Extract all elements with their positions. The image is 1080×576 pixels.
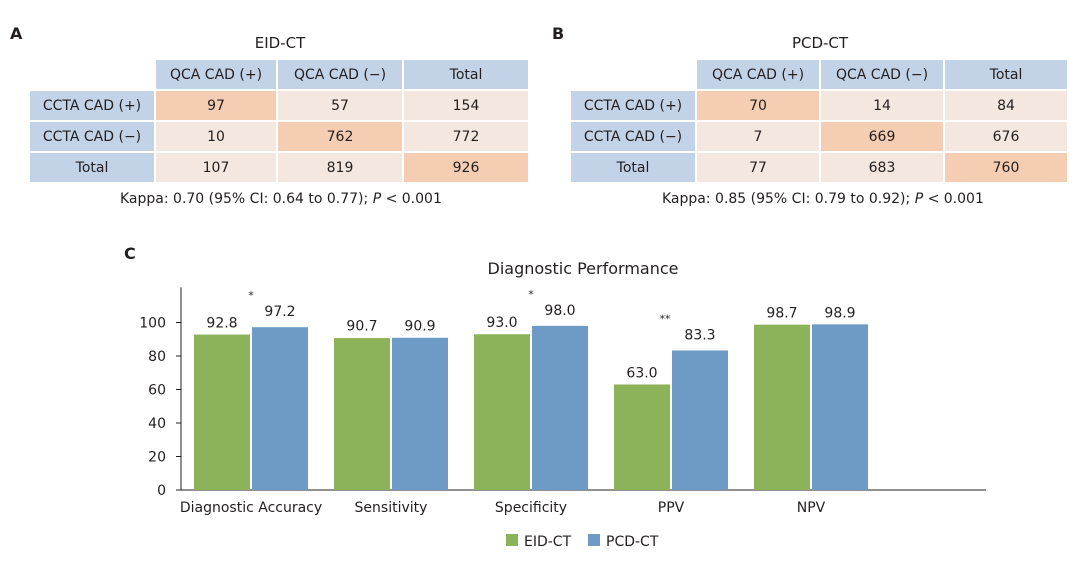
data-label: 83.3 <box>684 327 715 343</box>
panel-b-cell: 669 <box>821 122 943 151</box>
panel-b-cell: 760 <box>945 153 1067 182</box>
y-tick-label: 0 <box>157 483 166 499</box>
data-label: 93.0 <box>486 315 517 331</box>
data-label: 90.9 <box>404 319 435 335</box>
data-label: 98.0 <box>544 303 575 319</box>
panel-a-cell: 97 <box>156 91 276 120</box>
panel-b-letter: B <box>552 24 565 43</box>
bar-pcd-ct <box>672 350 728 490</box>
panel-a-kappa-prefix: Kappa: 0.70 (95% CI: 0.64 to 0.77); <box>120 191 373 207</box>
panel-b-kappa-suffix: < 0.001 <box>923 191 984 207</box>
panel-a-col-header: QCA CAD (+) <box>156 60 276 89</box>
x-category-label: Sensitivity <box>355 500 428 516</box>
panel-a-cell: 107 <box>156 153 276 182</box>
panel-b-row-header: CCTA CAD (+) <box>571 91 695 120</box>
panel-b-cell: 676 <box>945 122 1067 151</box>
panel-b-cell: 77 <box>697 153 819 182</box>
legend-label: PCD-CT <box>606 534 659 550</box>
panel-a-kappa-suffix: < 0.001 <box>381 191 442 207</box>
panel-b-title: PCD-CT <box>791 34 849 52</box>
x-category-label: PPV <box>658 500 685 516</box>
panel-a-title: EID-CT <box>254 34 306 52</box>
significance-marker: * <box>528 288 534 301</box>
legend-swatch <box>588 534 600 546</box>
panel-a-row-header: CCTA CAD (−) <box>30 122 154 151</box>
panel-b-cell: 84 <box>945 91 1067 120</box>
data-label: 98.9 <box>824 305 855 321</box>
panel-a-row-header: CCTA CAD (+) <box>30 91 154 120</box>
bar-pcd-ct <box>812 324 868 490</box>
panel-b-kappa: Kappa: 0.85 (95% CI: 0.79 to 0.92); P < … <box>662 191 984 207</box>
panel-a-cell: 10 <box>156 122 276 151</box>
panel-a-cell: 819 <box>278 153 402 182</box>
panel-a-row-header: Total <box>30 153 154 182</box>
bar-pcd-ct <box>392 337 448 490</box>
bar-eid-ct <box>334 338 390 490</box>
data-label: 90.7 <box>346 319 377 335</box>
bar-pcd-ct <box>252 327 308 490</box>
panel-b-table: QCA CAD (+) QCA CAD (−) Total CCTA CAD (… <box>569 58 1069 184</box>
panel-a-letter: A <box>10 24 23 43</box>
data-label: 98.7 <box>766 305 797 321</box>
x-category-label: Specificity <box>495 500 567 516</box>
panel-a-col-header: QCA CAD (−) <box>278 60 402 89</box>
y-tick-label: 20 <box>148 450 166 466</box>
legend-swatch <box>506 534 518 546</box>
data-label: 97.2 <box>264 304 295 320</box>
significance-marker: * <box>248 289 254 302</box>
panel-a-col-header: Total <box>404 60 528 89</box>
bar-eid-ct <box>194 334 250 490</box>
y-tick-label: 100 <box>139 316 166 332</box>
panel-b-cell: 683 <box>821 153 943 182</box>
y-tick-label: 40 <box>148 416 166 432</box>
x-category-label: Diagnostic Accuracy <box>180 500 322 516</box>
panel-a-kappa-p: P <box>372 191 382 207</box>
panel-a-cell: 772 <box>404 122 528 151</box>
bar-pcd-ct <box>532 325 588 490</box>
bar-eid-ct <box>614 384 670 490</box>
panel-a-cell: 57 <box>278 91 402 120</box>
data-label: 63.0 <box>626 365 657 381</box>
panel-b-cell: 70 <box>697 91 819 120</box>
panel-b-cell: 14 <box>821 91 943 120</box>
panel-b-col-header: QCA CAD (+) <box>697 60 819 89</box>
chart-title: Diagnostic Performance <box>488 259 679 278</box>
panel-a-kappa: Kappa: 0.70 (95% CI: 0.64 to 0.77); P < … <box>120 191 442 207</box>
y-tick-label: 60 <box>148 383 166 399</box>
panel-b-col-header: Total <box>945 60 1067 89</box>
bar-eid-ct <box>754 324 810 490</box>
significance-marker: ** <box>660 312 672 325</box>
panel-a-cell: 154 <box>404 91 528 120</box>
data-label: 92.8 <box>206 316 237 332</box>
y-tick-label: 80 <box>148 349 166 365</box>
panel-b-row-header: CCTA CAD (−) <box>571 122 695 151</box>
panel-a-cell: 762 <box>278 122 402 151</box>
panel-b-col-header: QCA CAD (−) <box>821 60 943 89</box>
panel-b-cell: 7 <box>697 122 819 151</box>
panel-b-kappa-prefix: Kappa: 0.85 (95% CI: 0.79 to 0.92); <box>662 191 915 207</box>
panel-b-kappa-p: P <box>914 191 924 207</box>
legend-label: EID-CT <box>524 534 572 550</box>
x-category-label: NPV <box>797 500 826 516</box>
panel-b-row-header: Total <box>571 153 695 182</box>
panel-a-table: QCA CAD (+) QCA CAD (−) Total CCTA CAD (… <box>28 58 530 184</box>
panel-a-cell: 926 <box>404 153 528 182</box>
bar-eid-ct <box>474 334 530 490</box>
panel-c-letter: C <box>124 244 136 263</box>
